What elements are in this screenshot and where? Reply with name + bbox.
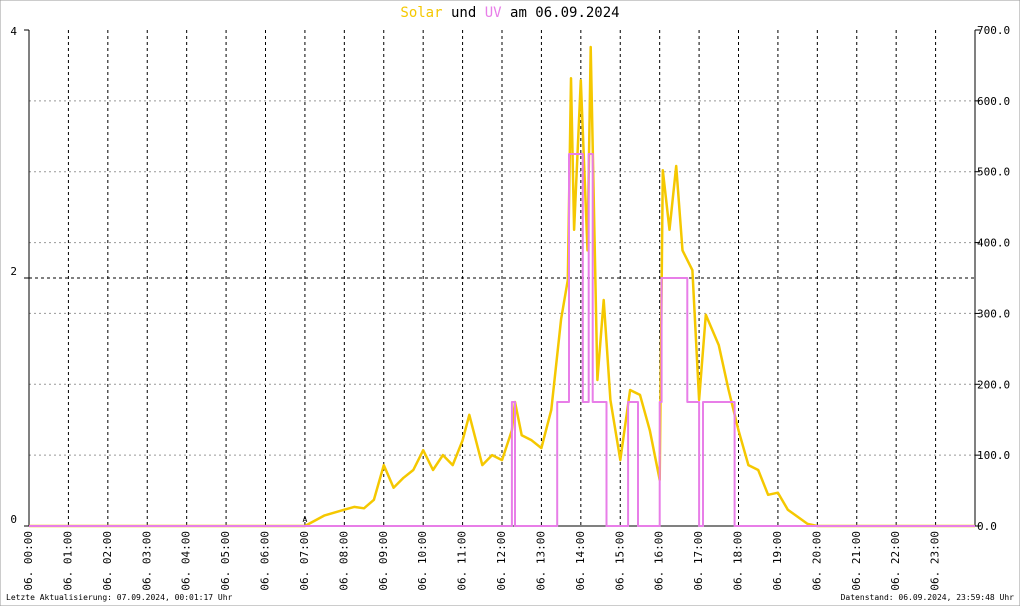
x-tick-label: 06. 07:00 [298, 531, 311, 591]
title-text: Solar und UV am 06.09.2024 [400, 5, 619, 21]
x-tick-label: 06. 21:00 [850, 531, 863, 591]
x-tick-label: 06. 01:00 [61, 531, 74, 591]
footer-left: Letzte Aktualisierung: 07.09.2024, 00:01… [6, 593, 233, 602]
x-tick-label: 06. 20:00 [810, 531, 823, 591]
y-tick-label: 4 [10, 25, 17, 38]
x-tick-label: 06. 22:00 [889, 531, 902, 591]
annotation: A [303, 515, 308, 524]
y2-tick-label: 600.0 [977, 95, 1010, 108]
y2-tick-label: 200.0 [977, 378, 1010, 391]
y2-tick-label: 100.0 [977, 449, 1010, 462]
y-tick-label: 2 [10, 265, 17, 278]
chart-title: Solar und UV am 06.09.2024 [400, 5, 619, 21]
series-line [29, 153, 975, 527]
y2-tick-label: 0.0 [977, 520, 997, 533]
x-tick-label: 06. 13:00 [534, 531, 547, 591]
series-line [29, 45, 975, 528]
x-tick-label: 06. 10:00 [416, 531, 429, 591]
x-tick-label: 06. 18:00 [732, 531, 745, 591]
x-tick-label: 06. 14:00 [574, 531, 587, 591]
y-tick-label: 0 [10, 513, 17, 526]
x-tick-label: 06. 09:00 [377, 531, 390, 591]
title-solar: Solar [400, 5, 442, 21]
footer-right: Datenstand: 06.09.2024, 23:59:48 Uhr [841, 593, 1015, 602]
title-date: am 06.09.2024 [510, 5, 620, 21]
x-tick-label: 06. 04:00 [180, 531, 193, 591]
x-tick-label: 06. 17:00 [692, 531, 705, 591]
x-tick-label: 06. 16:00 [653, 531, 666, 591]
title-conjunction: und [451, 5, 476, 21]
y2-tick-label: 700.0 [977, 24, 1010, 37]
x-tick-label: 06. 11:00 [456, 531, 469, 591]
x-tick-label: 06. 00:00 [22, 531, 35, 591]
x-tick-label: 06. 19:00 [771, 531, 784, 591]
x-tick-label: 06. 03:00 [140, 531, 153, 591]
x-tick-label: 06. 02:00 [101, 531, 114, 591]
x-tick-label: 06. 06:00 [259, 531, 272, 591]
title-uv: UV [485, 5, 502, 21]
x-tick-label: 06. 12:00 [495, 531, 508, 591]
y2-tick-label: 500.0 [977, 166, 1010, 179]
x-tick-label: 06. 05:00 [219, 531, 232, 591]
y2-tick-label: 300.0 [977, 307, 1010, 320]
x-tick-label: 06. 08:00 [337, 531, 350, 591]
y2-tick-label: 400.0 [977, 237, 1010, 250]
x-tick-label: 06. 23:00 [929, 531, 942, 591]
x-tick-label: 06. 15:00 [613, 531, 626, 591]
